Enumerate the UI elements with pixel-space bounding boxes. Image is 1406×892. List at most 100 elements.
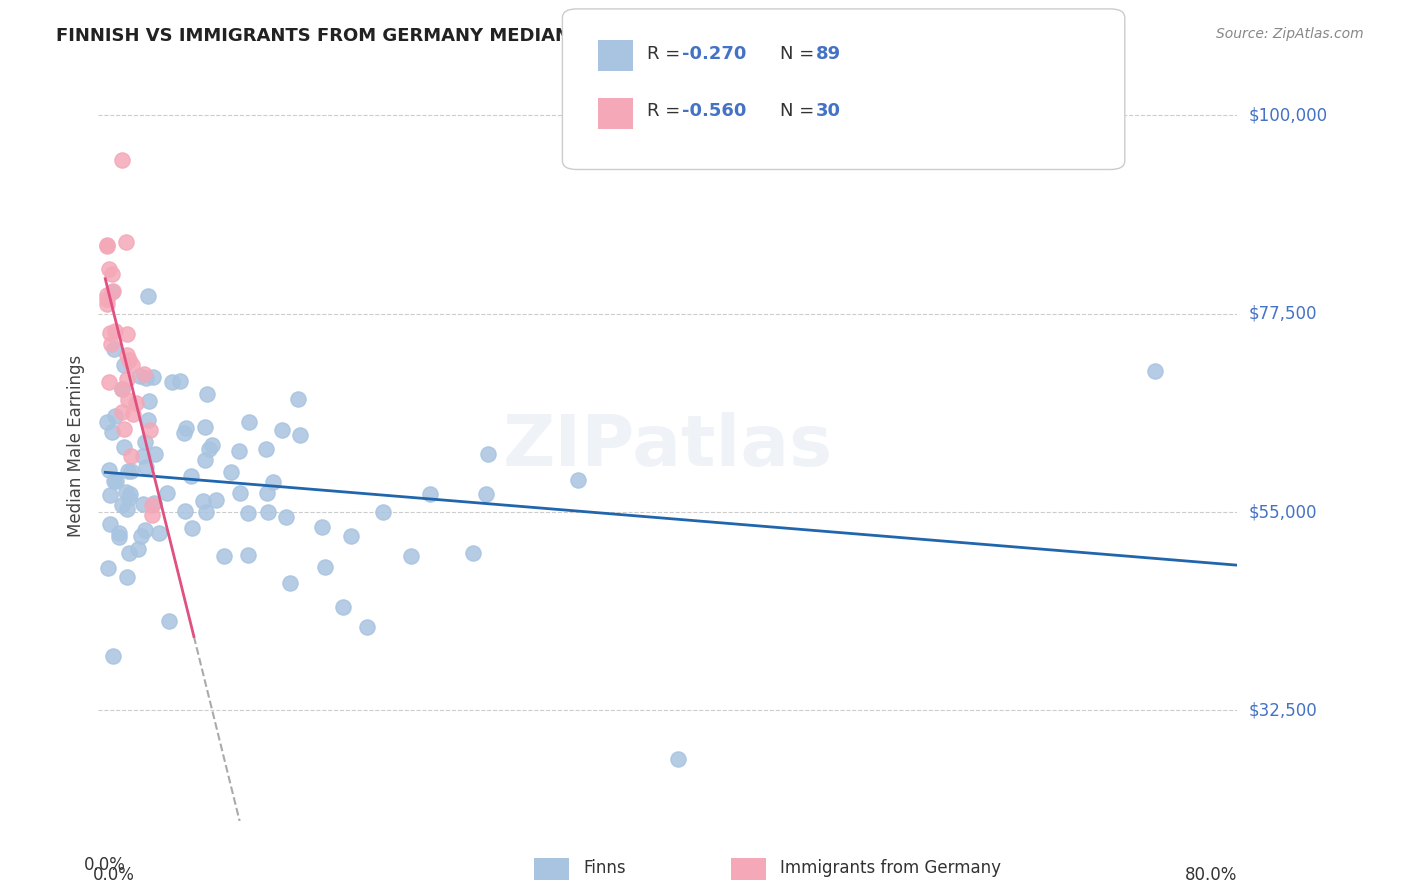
Point [238,415,260,429]
Point [274,509,297,524]
Y-axis label: Median Male Earnings: Median Male Earnings [66,355,84,537]
Point [228,486,250,500]
Point [288,427,311,442]
Point [132,449,155,463]
Text: R =: R = [647,103,686,120]
Point [110,382,132,396]
Point [100,285,122,299]
Point [107,525,129,540]
Point [157,614,180,628]
Point [228,444,250,458]
Point [101,425,124,439]
Point [121,358,143,372]
Point [118,352,141,367]
Point [115,327,138,342]
Text: N =: N = [780,103,820,120]
Point [419,487,441,501]
Text: R =: R = [647,45,686,62]
Point [105,475,128,489]
Point [257,505,280,519]
Point [477,447,499,461]
Point [219,466,242,480]
Point [134,435,156,450]
Text: 80.0%: 80.0% [1185,865,1237,884]
Point [125,396,148,410]
Point [194,505,217,519]
Point [373,505,395,519]
Point [118,546,141,560]
Point [96,238,118,252]
Point [115,235,138,250]
Point [143,447,166,461]
Text: $32,500: $32,500 [1249,701,1317,720]
Point [118,486,141,500]
Point [666,752,689,766]
Point [1144,364,1167,378]
Text: Finns: Finns [583,859,626,877]
Point [104,325,127,339]
Point [132,367,155,381]
Point [100,326,122,341]
Point [173,425,195,440]
Point [117,464,139,478]
Point [201,438,224,452]
Point [114,484,136,499]
Point [287,392,309,406]
Point [118,491,141,505]
Point [356,620,378,634]
Point [111,499,134,513]
Point [174,504,197,518]
Point [160,375,183,389]
Point [135,371,157,385]
Point [139,423,162,437]
Text: 89: 89 [815,45,841,62]
Point [262,475,284,489]
Point [567,473,589,487]
Point [96,416,118,430]
Point [194,452,217,467]
Point [278,576,301,591]
Point [100,488,122,502]
Point [332,599,354,614]
Text: 0.0%: 0.0% [93,865,135,884]
Point [97,376,120,390]
Point [112,359,135,373]
Point [103,474,125,488]
Point [98,463,121,477]
Point [122,407,145,421]
Point [117,570,139,584]
Point [101,649,124,664]
Point [142,370,165,384]
Point [117,392,139,407]
Point [96,288,118,302]
Point [212,549,235,564]
Point [115,502,138,516]
Point [180,469,202,483]
Point [136,413,159,427]
Text: $100,000: $100,000 [1249,106,1327,125]
Point [197,442,219,456]
Point [195,387,218,401]
Text: 30: 30 [815,103,841,120]
Point [128,368,150,383]
Text: FINNISH VS IMMIGRANTS FROM GERMANY MEDIAN MALE EARNINGS CORRELATION CHART: FINNISH VS IMMIGRANTS FROM GERMANY MEDIA… [56,27,965,45]
Point [134,523,156,537]
Point [110,153,132,167]
Point [111,405,134,419]
Point [193,494,215,508]
Point [100,267,122,281]
Point [129,529,152,543]
Point [461,546,484,560]
Point [108,530,131,544]
Text: $77,500: $77,500 [1249,305,1317,323]
Point [254,442,277,457]
Point [104,409,127,423]
Point [475,486,498,500]
Text: 0.0%: 0.0% [84,856,127,874]
Point [135,460,157,475]
Point [103,284,125,298]
Point [100,337,122,351]
Point [136,288,159,302]
Point [120,464,142,478]
Point [96,293,118,307]
